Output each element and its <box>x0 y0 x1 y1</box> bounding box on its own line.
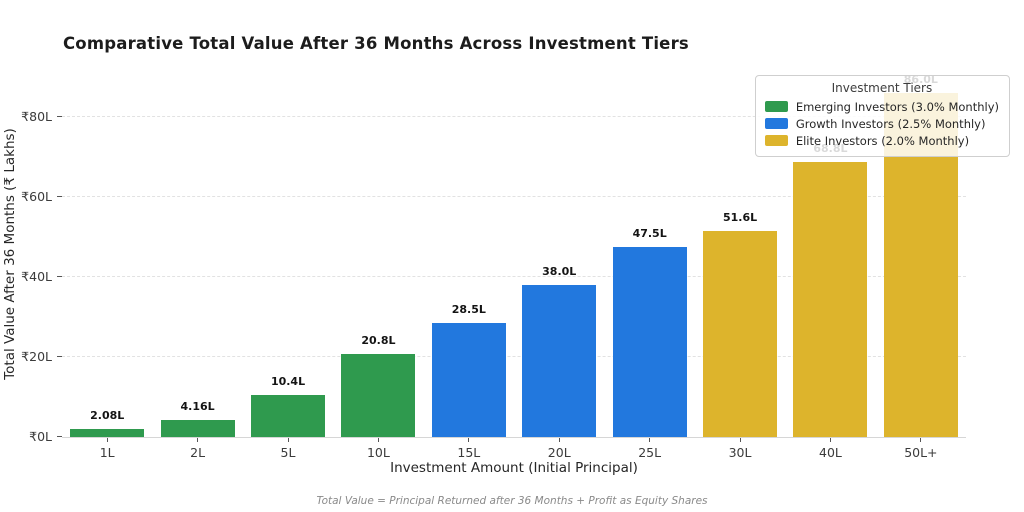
x-tick: 20L <box>514 438 604 460</box>
y-tick-label: ₹40L <box>21 269 52 284</box>
gridline <box>62 276 966 277</box>
x-tick-label: 20L <box>547 445 571 460</box>
x-tick: 40L <box>785 438 875 460</box>
legend-item: Emerging Investors (3.0% Monthly) <box>764 98 999 115</box>
x-tick: 30L <box>695 438 785 460</box>
bar <box>341 353 416 437</box>
bar <box>251 395 326 437</box>
bar-value-label: 2.08L <box>90 408 125 422</box>
x-tick-mark <box>106 438 108 442</box>
x-tick-label: 30L <box>728 445 752 460</box>
bar-slot: 4.16L <box>152 400 242 437</box>
bar-slot: 51.6L <box>695 211 785 437</box>
bar-value-label: 20.8L <box>361 333 396 347</box>
bar-slot: 28.5L <box>424 303 514 437</box>
bar-slot: 38.0L <box>514 265 604 437</box>
bars-row: 2.08L 4.16L 10.4L 20.8L 28.5L 38.0L 47.5L 51.6L… <box>62 70 966 437</box>
y-tick-label: ₹0L <box>29 429 52 444</box>
x-tick-label: 15L <box>457 445 481 460</box>
x-tick-label: 25L <box>638 445 662 460</box>
bar <box>70 428 145 437</box>
legend-item: Growth Investors (2.5% Monthly) <box>764 115 999 132</box>
legend-swatch-elite <box>764 135 788 146</box>
bar <box>431 323 506 437</box>
bar <box>793 161 868 437</box>
x-tick-mark <box>468 438 470 442</box>
x-tick-mark <box>739 438 741 442</box>
bar <box>522 285 597 437</box>
bar-value-label: 4.16L <box>180 400 215 414</box>
y-tick-mark <box>57 356 62 357</box>
x-tick: 1L <box>62 438 152 460</box>
footnote: Total Value = Principal Returned after 3… <box>316 495 708 507</box>
y-tick-mark <box>57 116 62 117</box>
x-tick-label: 10L <box>366 445 390 460</box>
x-tick: 50L+ <box>876 438 966 460</box>
y-tick-label: ₹20L <box>21 349 52 364</box>
x-tick: 15L <box>424 438 514 460</box>
legend-title: Investment Tiers <box>831 81 933 95</box>
bar-value-label: 10.4L <box>270 375 306 389</box>
bar-value-label: 51.6L <box>722 210 758 224</box>
legend-item: Elite Investors (2.0% Monthly) <box>764 132 999 149</box>
y-tick-mark <box>57 196 62 197</box>
x-tick: 10L <box>333 438 423 460</box>
x-axis-label: Investment Amount (Initial Principal) <box>390 460 638 476</box>
plot-area: 2.08L 4.16L 10.4L 20.8L 28.5L 38.0L 47.5L 51.6L… <box>21 70 966 444</box>
gridline <box>62 116 966 117</box>
legend-swatch-growth <box>764 118 788 129</box>
legend-item-label: Emerging Investors (3.0% Monthly) <box>795 99 999 114</box>
legend-item-label: Growth Investors (2.5% Monthly) <box>795 116 986 131</box>
x-tick-mark <box>558 438 560 442</box>
bar-slot: 2.08L <box>62 409 152 437</box>
x-tick-mark <box>197 438 199 442</box>
bar <box>612 247 687 437</box>
x-ticks-row: 1L 2L 5L 10L 15L 20L 25L 30L 40L 50L+ <box>62 438 966 460</box>
gridline <box>62 356 966 357</box>
bar <box>160 420 235 437</box>
x-tick-mark <box>649 438 651 442</box>
bar-value-label: 28.5L <box>451 303 486 316</box>
x-tick-mark <box>829 438 831 442</box>
x-tick-mark <box>287 438 289 442</box>
x-tick-label: 1L <box>99 445 115 460</box>
bar-slot: 47.5L <box>604 227 694 437</box>
legend: Investment Tiers Emerging Investors (3.0… <box>754 75 1010 157</box>
bar <box>703 230 778 437</box>
bar-slot: 10.4L <box>243 375 333 437</box>
x-tick-label: 40L <box>819 445 842 460</box>
chart-title: Comparative Total Value After 36 Months … <box>63 34 689 53</box>
legend-item-label: Elite Investors (2.0% Monthly) <box>795 133 970 148</box>
legend-swatch-emerging <box>764 101 788 112</box>
bar-value-label: 47.5L <box>632 227 667 240</box>
bar-value-label: 38.0L <box>542 265 577 278</box>
x-tick: 25L <box>604 438 694 460</box>
x-tick-label: 50L+ <box>904 445 938 460</box>
x-tick-mark <box>377 438 379 442</box>
y-tick-label: ₹60L <box>21 189 52 204</box>
x-tick-label: 5L <box>280 445 296 460</box>
x-tick: 2L <box>152 438 242 460</box>
y-tick-label: ₹80L <box>21 109 52 124</box>
y-axis-label: Total Value After 36 Months (₹ Lakhs) <box>2 128 18 380</box>
x-tick-label: 2L <box>190 445 206 460</box>
y-tick-mark <box>57 436 62 437</box>
bar-slot: 20.8L <box>333 334 423 437</box>
y-tick-mark <box>57 276 62 277</box>
x-tick-mark <box>920 438 922 442</box>
bar-slot: 68.8L <box>785 142 875 437</box>
gridline <box>62 196 966 197</box>
x-tick: 5L <box>243 438 333 460</box>
